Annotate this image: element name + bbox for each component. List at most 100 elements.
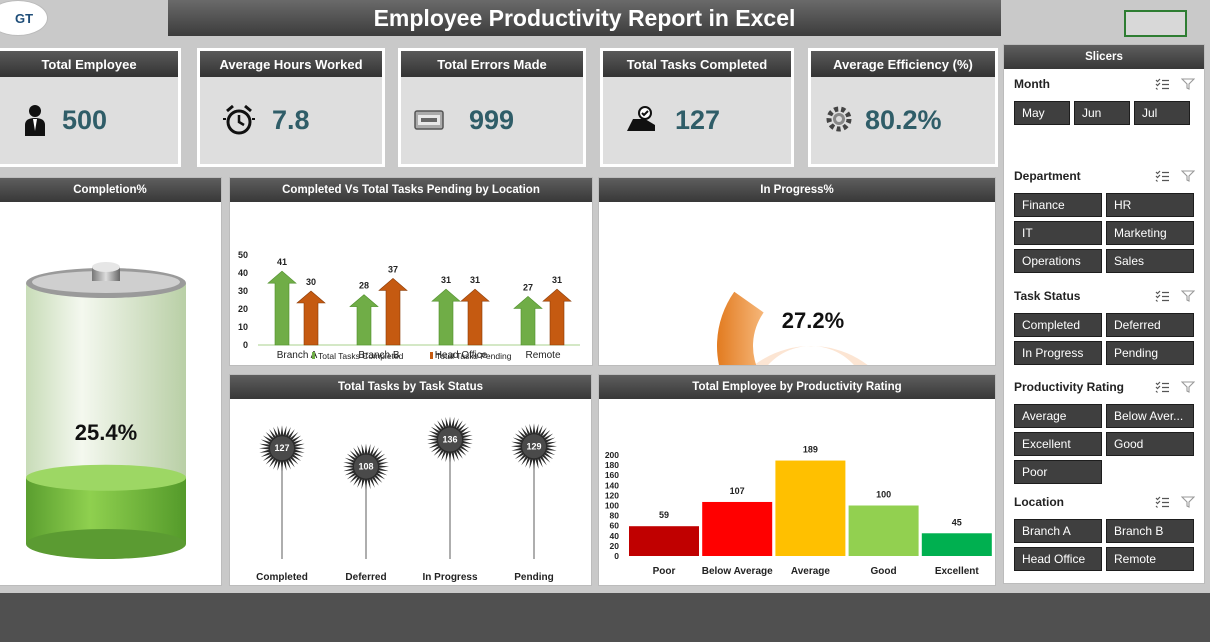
y-tick-label: 40 — [238, 268, 248, 278]
bar-good — [848, 505, 919, 556]
slicer-button[interactable]: Sales — [1106, 249, 1194, 273]
completion-panel: Completion% 25.4% — [0, 177, 222, 586]
multi-select-icon[interactable] — [1155, 381, 1169, 393]
y-tick-label: 0 — [614, 551, 619, 561]
alarm-clock-icon — [222, 103, 256, 137]
slicer-button[interactable]: Below Aver... — [1106, 404, 1194, 428]
gear-icon — [823, 103, 857, 137]
kpi-label: Total Tasks Completed — [603, 51, 791, 77]
kpi-label: Total Errors Made — [401, 51, 583, 77]
slicer-productivity-rating: Productivity Rating Average Below Aver... E… — [1014, 378, 1199, 484]
slicer-button[interactable]: Branch A — [1014, 519, 1102, 543]
bar-completed — [513, 296, 543, 346]
y-tick-label: 120 — [605, 490, 619, 500]
rating-chart-panel: Total Employee by Productivity Rating 0 2… — [598, 374, 996, 586]
category-label: Branch B — [358, 350, 399, 361]
data-label: 31 — [441, 275, 451, 285]
y-tick-label: 60 — [610, 521, 620, 531]
slicers-pane: Slicers Month May Jun Jul Department Finance H… — [1003, 44, 1205, 584]
kpi-label: Average Efficiency (%) — [811, 51, 995, 77]
slicer-button[interactable]: Good — [1106, 432, 1194, 456]
clear-filter-icon[interactable] — [1181, 170, 1195, 182]
clear-filter-icon[interactable] — [1181, 78, 1195, 90]
y-tick-label: 200 — [605, 450, 619, 460]
status-chart: 127 Completed 108 Deferred 136 In Progress 129… — [256, 416, 557, 583]
data-label: 30 — [306, 277, 316, 287]
data-label: 41 — [277, 257, 287, 267]
data-label: 189 — [803, 445, 818, 455]
y-tick-label: 40 — [610, 531, 620, 541]
slicer-button[interactable]: Jun — [1074, 101, 1130, 125]
slicer-button[interactable]: Jul — [1134, 101, 1190, 125]
slicer-title: Location — [1014, 495, 1064, 509]
company-logo: GT — [0, 0, 48, 36]
bar-pending — [542, 288, 572, 346]
bar-completed — [431, 288, 461, 346]
bar-average — [775, 460, 846, 556]
employee-icon — [18, 103, 52, 137]
category-label: Deferred — [345, 572, 386, 583]
slicer-department: Department Finance HR IT Marketing Operations… — [1014, 167, 1199, 273]
data-label: 37 — [388, 264, 398, 274]
status-chart-panel: Total Tasks by Task Status 127 Completed 1… — [229, 374, 592, 586]
kpi-label: Total Employee — [0, 51, 178, 77]
legend-swatch — [312, 352, 315, 359]
kpi-value: 7.8 — [272, 105, 310, 135]
data-label: 108 — [358, 462, 373, 472]
slicer-button[interactable]: Deferred — [1106, 313, 1194, 337]
data-label: 31 — [470, 275, 480, 285]
kpi-total-errors: Total Errors Made 999 — [398, 48, 586, 167]
panel-title: Total Employee by Productivity Rating — [599, 375, 995, 399]
kpi-value: 500 — [62, 105, 108, 135]
kpi-total-tasks-completed: Total Tasks Completed 127 — [600, 48, 794, 167]
legend-label: Total Tasks Completed — [318, 351, 404, 361]
battery-chart: 25.4% — [26, 262, 186, 559]
multi-select-icon[interactable] — [1155, 78, 1169, 90]
bar-excellent — [921, 533, 992, 556]
slicer-button[interactable]: Average — [1014, 404, 1102, 428]
gauge-fill — [717, 291, 764, 393]
slicer-button[interactable]: Poor — [1014, 460, 1102, 484]
completion-value: 25.4% — [75, 420, 137, 445]
slicer-button[interactable]: May — [1014, 101, 1070, 125]
data-label: 27 — [523, 282, 533, 292]
battery-fill-surface — [26, 464, 186, 491]
slicer-button[interactable]: Excellent — [1014, 432, 1102, 456]
lollipop-in-progress — [427, 416, 473, 559]
slicer-button[interactable]: Head Office — [1014, 547, 1102, 571]
legend-swatch — [430, 352, 433, 359]
location-chart-panel: Completed Vs Total Tasks Pending by Loca… — [229, 177, 593, 366]
y-tick-label: 10 — [238, 322, 248, 332]
slicer-button[interactable]: Completed — [1014, 313, 1102, 337]
slicer-button[interactable]: IT — [1014, 221, 1102, 245]
bar-pending — [378, 278, 408, 346]
slicer-button[interactable]: Operations — [1014, 249, 1102, 273]
slicer-button[interactable]: Pending — [1106, 341, 1194, 365]
slicer-title: Department — [1014, 169, 1081, 183]
slicer-button[interactable]: HR — [1106, 193, 1194, 217]
category-label: Excellent — [935, 566, 980, 577]
y-tick-label: 100 — [605, 501, 619, 511]
y-tick-label: 180 — [605, 460, 619, 470]
category-label: Below Average — [702, 566, 773, 577]
data-label: 127 — [274, 443, 289, 453]
clear-filter-icon[interactable] — [1181, 381, 1195, 393]
bar-pending — [296, 290, 326, 346]
category-label: Pending — [514, 572, 553, 583]
selected-cell[interactable] — [1124, 10, 1187, 37]
slicer-button[interactable]: In Progress — [1014, 341, 1102, 365]
inprogress-panel: In Progress% 27.2% — [598, 177, 996, 393]
clear-filter-icon[interactable] — [1181, 496, 1195, 508]
clear-filter-icon[interactable] — [1181, 290, 1195, 302]
bottom-bar — [0, 593, 1210, 642]
slicer-button[interactable]: Finance — [1014, 193, 1102, 217]
slicer-button[interactable]: Branch B — [1106, 519, 1194, 543]
slicer-button[interactable]: Marketing — [1106, 221, 1194, 245]
kpi-value: 80.2% — [865, 105, 942, 135]
multi-select-icon[interactable] — [1155, 290, 1169, 302]
y-tick-label: 30 — [238, 286, 248, 296]
multi-select-icon[interactable] — [1155, 170, 1169, 182]
y-tick-label: 0 — [243, 340, 248, 350]
multi-select-icon[interactable] — [1155, 496, 1169, 508]
slicer-button[interactable]: Remote — [1106, 547, 1194, 571]
